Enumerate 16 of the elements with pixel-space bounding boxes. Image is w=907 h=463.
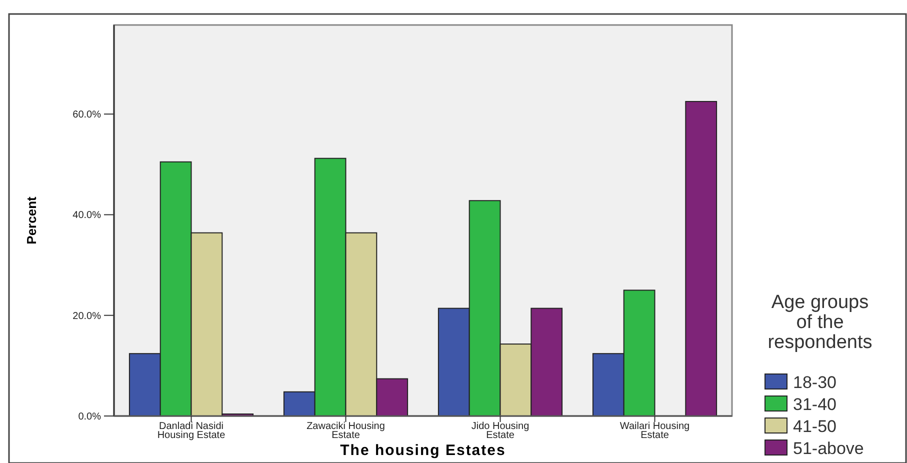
- bar: [685, 100, 718, 416]
- legend-title: Age groups of the respondents: [768, 292, 872, 353]
- x-tick-label: Wailari Housing Estate: [620, 421, 690, 441]
- legend-label: 31-40: [793, 394, 836, 414]
- y-tick-label: 60.0%: [72, 110, 102, 121]
- legend-label: 18-30: [793, 372, 836, 392]
- x-tick-label: Danladi Nasidi Housing Estate: [157, 421, 226, 441]
- x-tick-label: Zawaciki Housing Estate: [306, 421, 385, 441]
- y-tick-label: 0.0%: [78, 412, 102, 422]
- y-tick-label: 20.0%: [72, 310, 102, 322]
- x-axis-title: The housing Estates: [340, 442, 506, 459]
- x-tick-label: Jido Housing Estate: [471, 421, 530, 441]
- legend-label: 41-50: [793, 416, 836, 436]
- y-axis-title: Percent: [24, 196, 39, 244]
- legend-label: 51-above: [793, 438, 864, 458]
- y-tick-label: 40.0%: [72, 210, 102, 222]
